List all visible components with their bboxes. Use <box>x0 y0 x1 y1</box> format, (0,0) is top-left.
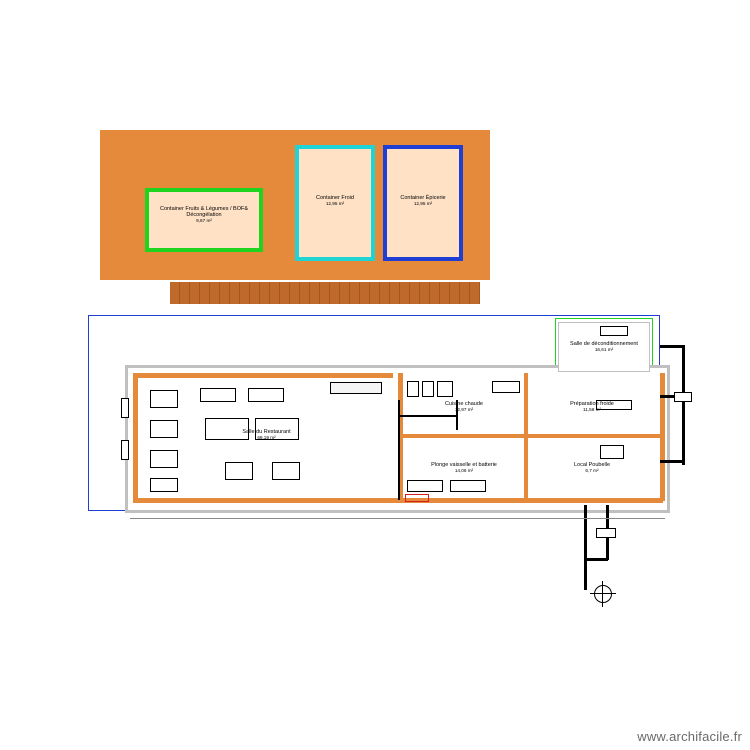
manhole-icon <box>594 585 612 603</box>
equip-poubelle-1 <box>600 445 624 459</box>
room-cuisine-area: 12,97 m² <box>405 407 523 412</box>
wall-band-left <box>133 373 138 501</box>
table-10 <box>272 462 300 480</box>
wall-h-mid-top <box>403 434 663 438</box>
table-5 <box>205 418 249 440</box>
decking-strip <box>170 282 480 304</box>
container-green-area: 9,67 m² <box>149 218 259 223</box>
table-9 <box>225 462 253 480</box>
container-blue-area: 12,95 m² <box>387 201 459 206</box>
equip-cuisine-2 <box>422 381 434 397</box>
equip-cuisine-1 <box>407 381 419 397</box>
container-green-label: Container Fruits & Légumes / BOF& Décong… <box>160 206 248 218</box>
pipe-right-1 <box>660 345 684 348</box>
pipe-h-2 <box>398 415 458 417</box>
red-accent <box>405 494 429 502</box>
container-fruits-legumes: Container Fruits & Légumes / BOF& Décong… <box>145 188 263 252</box>
table-8 <box>248 388 284 402</box>
equip-plonge-1 <box>407 480 443 492</box>
table-7 <box>200 388 236 402</box>
watermark-text: www.archifacile.fr <box>637 729 742 744</box>
pipe-ext-h <box>584 558 608 561</box>
container-froid: Container Froid 12,95 m² <box>295 145 375 261</box>
pipe-h-3 <box>456 400 458 430</box>
pipe-right-v <box>682 345 685 465</box>
room-plonge-area: 14,06 m² <box>405 468 523 473</box>
table-2 <box>150 420 178 438</box>
equip-decond-1 <box>600 326 628 336</box>
room-preparation-froide: Préparation froide 11,58 m² <box>528 379 656 434</box>
container-epicerie: Container Épicerie 12,95 m² <box>383 145 463 261</box>
counter-1 <box>330 382 382 394</box>
junction-box-1 <box>674 392 692 402</box>
table-4 <box>150 478 178 492</box>
room-local-poubelle: Local Poubelle 6,7 m² <box>528 440 656 497</box>
equip-cuisine-4 <box>492 381 520 393</box>
pipe-right-3 <box>660 460 684 463</box>
wall-band-top <box>133 373 393 378</box>
manhole-cross-h <box>590 593 616 594</box>
table-6 <box>255 418 299 440</box>
table-3 <box>150 450 178 468</box>
container-cyan-area: 12,95 m² <box>299 201 371 206</box>
room-prep-area: 11,58 m² <box>528 407 656 412</box>
room-decond-area: 16,61 m² <box>559 347 649 352</box>
equip-prep-1 <box>596 400 632 410</box>
dimension-line-bottom <box>130 518 665 519</box>
equip-plonge-2 <box>450 480 486 492</box>
left-detail-1 <box>121 398 129 418</box>
table-1 <box>150 390 178 408</box>
junction-box-2 <box>596 528 616 538</box>
left-detail-2 <box>121 440 129 460</box>
floorplan-canvas: Container Fruits & Légumes / BOF& Décong… <box>0 0 750 750</box>
manhole-cross-v <box>602 581 603 607</box>
equip-cuisine-3 <box>437 381 453 397</box>
room-poubelle-area: 6,7 m² <box>528 468 656 473</box>
